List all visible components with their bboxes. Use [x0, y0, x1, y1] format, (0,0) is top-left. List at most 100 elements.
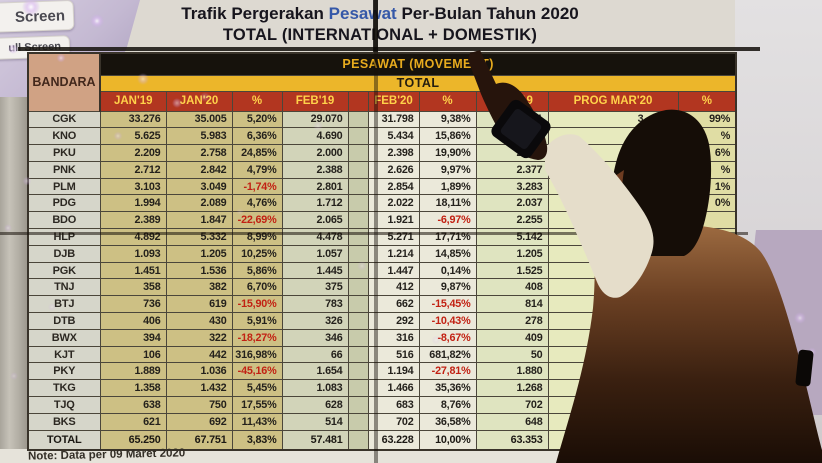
title-highlight-pesawat: Pesawat [328, 4, 397, 23]
cell-pgk-9 [677, 261, 737, 280]
cell-pky-8 [547, 362, 679, 381]
cell-kjt-8 [547, 345, 679, 364]
cell-pdg-9: 0% [677, 194, 737, 213]
traffic-table: BANDARA PESAWAT (MOVEMENT) TOTAL JAN'19 J… [27, 52, 738, 452]
cell-pgk-4 [347, 261, 369, 280]
table-row-dtb: DTB 406 430 5,91% 326 292 -10,43% 278 [27, 312, 737, 330]
table-row-bks: BKS 621 692 11,43% 514 702 36,58% 648 [27, 412, 737, 431]
cell-pnk-5: 2.626 [367, 160, 420, 179]
cell-tnj-9 [677, 278, 737, 297]
cell-tnj-7: 408 [475, 278, 549, 297]
cell-bwx-5: 316 [367, 328, 420, 347]
cell-btj-6: -15,45% [418, 295, 477, 314]
cell-tkg-6: 35,36% [418, 379, 477, 398]
table-row-pgk: PGK 1.451 1.536 5,86% 1.445 1.447 0,14% 1.525 [27, 261, 737, 280]
cell-plm-8 [547, 177, 679, 196]
cell-pky-9 [677, 362, 737, 381]
cell-djb-8 [547, 244, 679, 263]
table-row-pky: PKY 1.889 1.036 -45,16% 1.654 1.194 -27,81% 1.8… [27, 362, 737, 381]
cell-pgk-2: 5,86% [231, 261, 283, 280]
cell-pgk-8 [547, 261, 679, 280]
cell-dtb-0: 406 [99, 312, 167, 330]
cell-kno-2: 6,36% [231, 127, 283, 146]
cell-pdg-6: 18,11% [418, 194, 477, 213]
table-row-tnj: TNJ 358 382 6,70% 375 412 9,87% 408 [27, 278, 737, 297]
cell-pky-0: 1.889 [99, 362, 167, 381]
table-row-djb: DJB 1.093 1.205 10,25% 1.057 1.214 14,85% 1.205 [27, 244, 737, 263]
row-label-cgk: CGK [27, 110, 101, 129]
cell-cgk-7: 1 [475, 110, 549, 129]
cell-pky-1: 1.036 [165, 362, 233, 381]
cell-dtb-6: -10,43% [418, 312, 477, 330]
screen-button-label: Screen [14, 6, 66, 26]
cell-pky-2: -45,16% [231, 362, 283, 381]
table-row-kjt: KJT 106 442 316,98% 66 516 681,82% 50 [27, 345, 737, 364]
cell-tjq-2: 17,55% [231, 396, 283, 414]
cell-tkg-0: 1.358 [99, 379, 167, 398]
row-label-pdg: PDG [27, 194, 101, 213]
cell-pky-3: 1.654 [281, 362, 349, 381]
cell-dtb-1: 430 [165, 312, 233, 330]
cell-total-3: 57.481 [281, 429, 349, 451]
subgroup-header-total: TOTAL [99, 74, 737, 92]
cell-kjt-3: 66 [281, 345, 349, 364]
cell-bks-3: 514 [281, 412, 349, 431]
table-row-tkg: TKG 1.358 1.432 5,45% 1.083 1.466 35,36% 1.268 [27, 379, 737, 398]
cell-total-9 [677, 429, 737, 451]
cell-tjq-9 [677, 396, 737, 414]
column-header-jan-19: JAN'19 [99, 90, 167, 112]
cell-kno-0: 5.625 [99, 127, 167, 146]
cell-cgk-9: 99% [677, 110, 737, 129]
cell-plm-4 [347, 177, 369, 196]
cell-bdo-7: 2.255 [475, 211, 549, 230]
cell-kno-8 [547, 127, 679, 146]
cell-bdo-5: 1.921 [367, 211, 420, 230]
cell-pdg-7: 2.037 [475, 194, 549, 213]
table-row-pnk: PNK 2.712 2.842 4,79% 2.388 2.626 9,97% 2.377% [27, 160, 737, 179]
cell-kjt-7: 50 [475, 345, 549, 364]
column-header-spacer [347, 90, 369, 112]
cell-plm-9: 1% [677, 177, 737, 196]
cell-bdo-0: 2.389 [99, 211, 167, 230]
column-header-feb-19: FEB'19 [281, 90, 349, 112]
cell-bks-8 [547, 412, 679, 431]
cell-bdo-2: -22,69% [231, 211, 283, 230]
cell-pky-5: 1.194 [367, 362, 420, 381]
cell-pnk-3: 2.388 [281, 160, 349, 179]
row-label-bks: BKS [27, 412, 101, 431]
cell-pku-4 [347, 144, 369, 162]
row-label-dtb: DTB [27, 312, 101, 330]
cell-pnk-4 [347, 160, 369, 179]
cell-total-6: 10,00% [418, 429, 477, 451]
row-label-tnj: TNJ [27, 278, 101, 297]
cell-btj-2: -15,90% [231, 295, 283, 314]
cell-pku-3: 2.000 [281, 144, 349, 162]
screen-button[interactable]: Screen [0, 0, 75, 35]
cell-dtb-8 [547, 312, 679, 330]
cell-pku-8 [547, 144, 679, 162]
cell-tnj-8 [547, 278, 679, 297]
cell-pnk-0: 2.712 [99, 160, 167, 179]
cell-bdo-3: 2.065 [281, 211, 349, 230]
table-row-kno: KNO 5.625 5.983 6,36% 4.690 5.434 15,86%% [27, 127, 737, 146]
table-row-cgk: CGK 33.276 35.005 5,20% 29.070 31.798 9,38% 1 3 … [27, 110, 737, 129]
cell-cgk-6: 9,38% [418, 110, 477, 129]
cell-pnk-9: % [677, 160, 737, 179]
row-label-kno: KNO [27, 127, 101, 146]
table-row-tjq: TJQ 638 750 17,55% 628 683 8,76% 702 [27, 396, 737, 414]
cell-djb-5: 1.214 [367, 244, 420, 263]
cell-btj-1: 619 [165, 295, 233, 314]
screen-right-margin [735, 0, 822, 463]
cell-bwx-1: 322 [165, 328, 233, 347]
cell-tkg-3: 1.083 [281, 379, 349, 398]
cell-pky-6: -27,81% [418, 362, 477, 381]
cell-tkg-4 [347, 379, 369, 398]
cell-kno-7 [475, 127, 549, 146]
cell-plm-5: 2.854 [367, 177, 420, 196]
cell-bdo-6: -6,97% [418, 211, 477, 230]
cell-bwx-0: 394 [99, 328, 167, 347]
cell-dtb-5: 292 [367, 312, 420, 330]
cell-tkg-1: 1.432 [165, 379, 233, 398]
cell-bks-5: 702 [367, 412, 420, 431]
row-label-pgk: PGK [27, 261, 101, 280]
